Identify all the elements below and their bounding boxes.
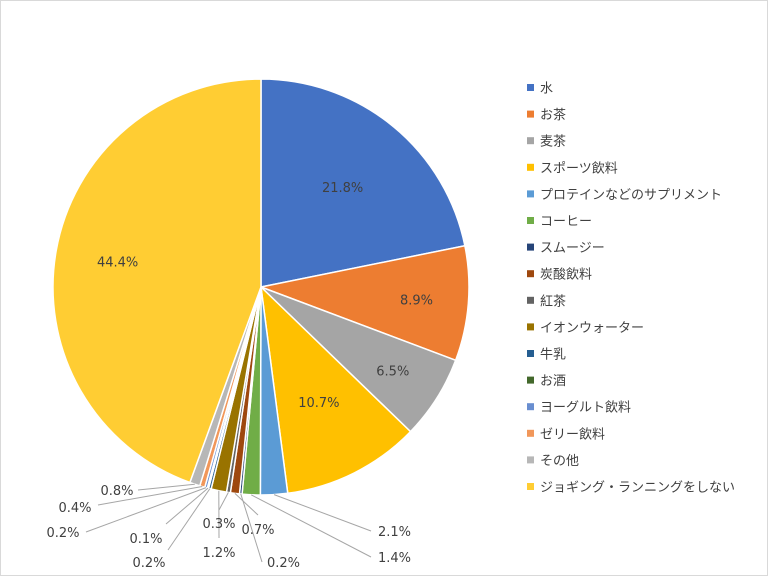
legend-entry-9: イオンウォーター xyxy=(527,321,644,336)
legend-entry-12: ヨーグルト飲料 xyxy=(527,400,631,416)
legend-swatch-2 xyxy=(527,137,534,145)
legend-swatch-3 xyxy=(527,163,534,171)
legend-label-10: 牛乳 xyxy=(540,348,566,363)
legend-label-6: スムージー xyxy=(540,241,605,256)
legend-label-5: コーヒー xyxy=(540,215,592,230)
legend-entry-1: お茶 xyxy=(527,107,566,123)
legend-swatch-0 xyxy=(527,84,534,91)
legend-label-3: スポーツ飲料 xyxy=(540,160,618,176)
leader-line-4 xyxy=(273,494,372,532)
legend-entry-5: コーヒー xyxy=(527,215,592,230)
legend-entry-3: スポーツ飲料 xyxy=(527,160,618,176)
legend-swatch-11 xyxy=(527,376,534,384)
data-label-10: 0.2% xyxy=(132,556,165,571)
leader-line-11 xyxy=(165,487,209,525)
legend-label-4: プロテインなどのサプリメント xyxy=(540,188,722,203)
legend-label-9: イオンウォーター xyxy=(540,321,644,336)
legend-entry-10: 牛乳 xyxy=(527,348,566,363)
data-label-9: 1.2% xyxy=(202,546,235,561)
pie-slices xyxy=(52,78,470,496)
legend-label-8: 紅茶 xyxy=(540,293,566,309)
legend-entry-8: 紅茶 xyxy=(527,293,566,309)
data-label-12: 0.2% xyxy=(46,526,79,541)
data-label-4: 2.1% xyxy=(378,525,411,540)
legend-label-11: お酒 xyxy=(540,374,566,389)
legend-label-7: 炭酸飲料 xyxy=(540,267,592,283)
legend-label-15: ジョギング・ランニングをしない xyxy=(540,481,735,496)
leader-line-8 xyxy=(218,492,229,511)
pie-slice-0 xyxy=(260,78,466,288)
legend-swatch-14 xyxy=(527,456,534,464)
data-label-2: 6.5% xyxy=(376,365,409,380)
legend-entry-4: プロテインなどのサプリメント xyxy=(527,188,722,203)
pie-slice-3 xyxy=(259,284,412,495)
data-labels: 21.8% 8.9% 6.5% 10.7% 2.1% 1.4% 0.2% 0.7% 0.3% 1.… xyxy=(46,181,433,571)
legend-swatch-13 xyxy=(527,429,534,437)
legend-swatch-5 xyxy=(527,217,534,224)
pie-slice-1 xyxy=(258,244,470,362)
data-label-5: 1.4% xyxy=(378,551,411,566)
data-label-3: 10.7% xyxy=(298,396,339,411)
legend-label-13: ゼリー飲料 xyxy=(540,426,605,442)
leader-line-5 xyxy=(250,494,372,558)
leader-line-10 xyxy=(167,488,211,551)
legend-swatch-10 xyxy=(527,350,534,357)
legend-entry-15: ジョギング・ランニングをしない xyxy=(527,481,735,496)
legend-entry-2: 麦茶 xyxy=(527,134,566,150)
legend-swatch-4 xyxy=(527,190,534,198)
legend-swatch-7 xyxy=(527,270,534,278)
leader-line-6 xyxy=(240,493,263,563)
legend-label-2: 麦茶 xyxy=(540,134,566,150)
leader-lines xyxy=(85,483,372,563)
legend-entry-13: ゼリー飲料 xyxy=(527,426,605,442)
legend-label-1: お茶 xyxy=(540,107,566,123)
legend-swatch-1 xyxy=(527,110,534,118)
legend-entry-14: その他 xyxy=(527,454,579,469)
data-label-15: 44.4% xyxy=(97,256,138,271)
data-label-14: 0.8% xyxy=(100,484,133,499)
legend-entry-0: 水 xyxy=(527,82,553,97)
data-label-6: 0.2% xyxy=(267,556,300,571)
data-label-11: 0.1% xyxy=(129,532,162,547)
leader-line-14 xyxy=(137,483,195,491)
legend-label-12: ヨーグルト飲料 xyxy=(540,400,631,416)
legend-swatch-15 xyxy=(527,483,534,490)
legend-swatch-8 xyxy=(527,296,534,304)
legend-swatch-6 xyxy=(527,243,534,251)
data-label-1: 8.9% xyxy=(400,294,433,309)
data-label-8: 0.3% xyxy=(202,517,235,532)
data-label-13: 0.4% xyxy=(58,501,91,516)
data-label-7: 0.7% xyxy=(241,523,274,538)
leader-line-7 xyxy=(234,493,259,516)
legend-swatch-12 xyxy=(527,403,534,411)
legend-entry-7: 炭酸飲料 xyxy=(527,267,592,283)
leader-line-13 xyxy=(97,486,203,506)
legend-label-14: その他 xyxy=(540,454,579,469)
pie-slice-15 xyxy=(52,78,262,484)
legend-entry-6: スムージー xyxy=(527,241,605,256)
legend: 水お茶麦茶スポーツ飲料プロテインなどのサプリメントコーヒースムージー炭酸飲料紅茶… xyxy=(527,82,735,496)
leader-line-12 xyxy=(85,487,207,533)
legend-label-0: 水 xyxy=(540,82,553,97)
legend-entry-11: お酒 xyxy=(527,374,566,389)
legend-swatch-9 xyxy=(527,323,534,331)
data-label-0: 21.8% xyxy=(322,181,363,196)
